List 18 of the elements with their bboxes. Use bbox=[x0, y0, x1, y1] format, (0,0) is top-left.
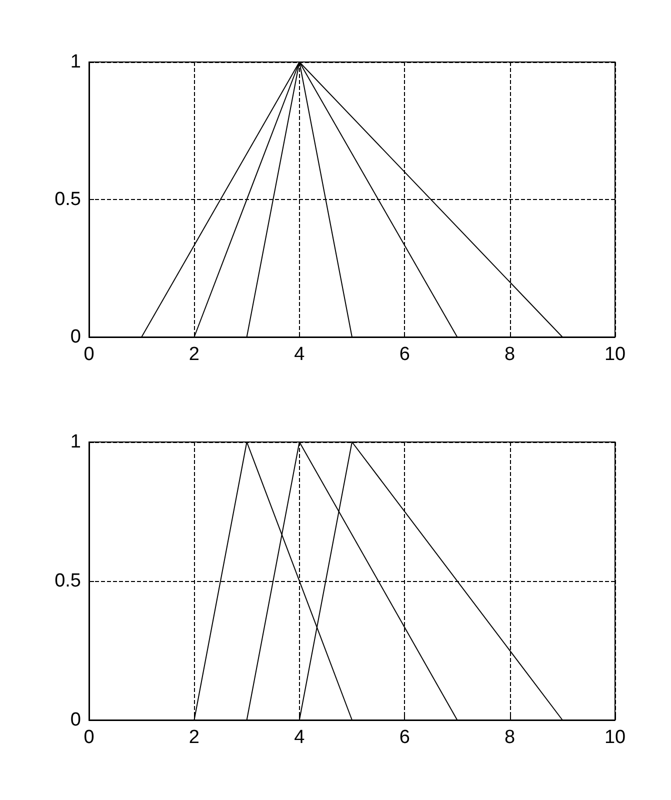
x-tick-label: 6 bbox=[399, 727, 410, 748]
x-tick-label: 6 bbox=[399, 344, 410, 365]
y-tick-label: 0.5 bbox=[54, 189, 81, 210]
x-tick-label: 0 bbox=[84, 344, 94, 365]
x-tick-label: 8 bbox=[504, 727, 516, 748]
x-tick-label: 10 bbox=[604, 727, 626, 748]
x-tick-label: 8 bbox=[504, 344, 516, 365]
x-tick-label: 4 bbox=[294, 344, 306, 365]
y-tick-label: 0.5 bbox=[54, 570, 81, 592]
y-tick-label: 0 bbox=[70, 710, 81, 730]
x-tick-label: 4 bbox=[294, 727, 306, 748]
x-tick-label: 2 bbox=[188, 344, 200, 365]
y-tick-label: 1 bbox=[70, 432, 81, 452]
x-tick-label: 10 bbox=[604, 344, 626, 365]
x-tick-label: 2 bbox=[188, 727, 200, 748]
x-tick-label: 0 bbox=[84, 727, 94, 748]
y-tick-label: 1 bbox=[70, 52, 81, 72]
y-tick-label: 0 bbox=[70, 326, 81, 348]
